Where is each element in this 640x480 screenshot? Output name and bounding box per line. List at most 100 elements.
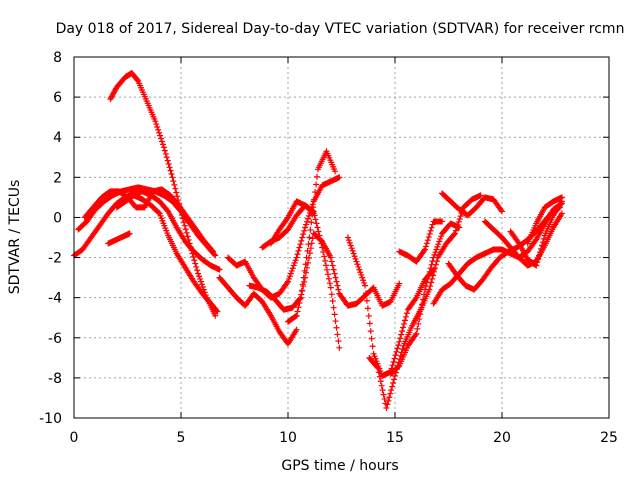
data-point bbox=[296, 244, 303, 251]
data-point bbox=[354, 261, 361, 268]
data-point bbox=[168, 170, 175, 177]
data-point bbox=[295, 304, 302, 311]
y-tick-label: -2 bbox=[48, 251, 62, 267]
data-point bbox=[345, 237, 352, 244]
data-point bbox=[157, 132, 164, 139]
data-point bbox=[328, 258, 335, 265]
data-point bbox=[286, 273, 293, 280]
data-point bbox=[399, 346, 406, 353]
data-point bbox=[346, 239, 353, 246]
data-point bbox=[390, 358, 397, 365]
data-point bbox=[199, 283, 206, 290]
data-point bbox=[325, 275, 332, 282]
y-tick-label: 0 bbox=[53, 210, 62, 226]
data-point bbox=[477, 192, 484, 199]
data-point bbox=[326, 280, 333, 287]
data-point bbox=[376, 373, 383, 380]
data-point bbox=[378, 382, 385, 389]
data-point bbox=[284, 279, 291, 286]
data-point bbox=[515, 239, 522, 246]
data-point bbox=[362, 282, 369, 289]
data-point bbox=[293, 326, 300, 333]
data-point bbox=[351, 253, 358, 260]
data-point bbox=[309, 209, 316, 216]
data-point bbox=[321, 253, 328, 260]
data-point bbox=[401, 320, 408, 327]
data-point bbox=[394, 345, 401, 352]
data-point bbox=[425, 234, 432, 241]
chart-title: Day 018 of 2017, Sidereal Day-to-day VTE… bbox=[56, 21, 625, 37]
data-point bbox=[381, 396, 388, 403]
data-point bbox=[428, 224, 435, 231]
data-point bbox=[353, 258, 360, 265]
data-series bbox=[524, 194, 565, 247]
y-tick-label: 2 bbox=[53, 170, 62, 186]
data-point bbox=[433, 246, 440, 253]
data-point bbox=[289, 265, 296, 272]
data-point bbox=[327, 284, 334, 291]
data-point bbox=[412, 332, 419, 339]
data-series bbox=[507, 198, 565, 269]
data-point bbox=[297, 241, 304, 248]
data-point bbox=[192, 260, 199, 267]
data-point bbox=[213, 307, 220, 314]
data-point bbox=[301, 227, 308, 234]
data-point bbox=[375, 369, 382, 376]
data-point bbox=[171, 181, 178, 188]
data-point bbox=[313, 220, 320, 227]
data-point bbox=[308, 219, 315, 226]
data-point bbox=[310, 210, 317, 217]
data-point bbox=[352, 255, 359, 262]
data-point bbox=[173, 189, 180, 196]
data-point bbox=[304, 264, 311, 271]
data-point bbox=[336, 344, 343, 351]
data-series bbox=[113, 192, 221, 315]
data-series bbox=[105, 230, 133, 247]
data-point bbox=[315, 228, 322, 235]
data-point bbox=[197, 275, 204, 282]
data-point bbox=[356, 266, 363, 273]
data-point bbox=[170, 178, 177, 185]
data-point bbox=[293, 254, 300, 261]
data-series bbox=[225, 174, 343, 301]
data-point bbox=[421, 246, 428, 253]
data-point bbox=[298, 237, 305, 244]
data-point bbox=[298, 291, 305, 298]
y-tick-label: -10 bbox=[39, 411, 62, 427]
data-point bbox=[392, 372, 398, 379]
x-tick-labels: 0 5 10 15 20 25 bbox=[70, 430, 618, 446]
data-point bbox=[182, 226, 189, 233]
data-point bbox=[388, 387, 395, 394]
data-point bbox=[304, 218, 311, 225]
data-point bbox=[350, 250, 357, 257]
data-point bbox=[538, 242, 545, 249]
y-tick-label: -8 bbox=[48, 371, 62, 387]
data-point bbox=[355, 263, 362, 270]
data-series bbox=[439, 190, 505, 219]
data-point bbox=[209, 247, 216, 254]
data-point bbox=[419, 301, 426, 308]
data-point bbox=[301, 278, 308, 285]
data-points bbox=[71, 70, 565, 411]
data-point bbox=[422, 283, 429, 290]
data-point bbox=[400, 324, 407, 331]
data-point bbox=[403, 310, 410, 317]
data-point bbox=[389, 383, 396, 390]
data-point bbox=[161, 147, 168, 154]
data-point bbox=[212, 312, 219, 319]
plot-frame bbox=[73, 56, 610, 419]
data-point bbox=[380, 391, 387, 398]
data-point bbox=[198, 281, 205, 288]
data-point bbox=[313, 181, 320, 188]
data-point bbox=[164, 157, 171, 164]
y-tick-label: 4 bbox=[53, 130, 62, 146]
data-point bbox=[417, 311, 424, 318]
data-series bbox=[285, 230, 403, 325]
data-point bbox=[455, 218, 462, 225]
data-point bbox=[197, 278, 204, 285]
data-point bbox=[429, 258, 436, 265]
data-point bbox=[532, 237, 539, 244]
data-point bbox=[434, 243, 441, 250]
data-point bbox=[305, 255, 312, 262]
data-point bbox=[294, 251, 301, 258]
